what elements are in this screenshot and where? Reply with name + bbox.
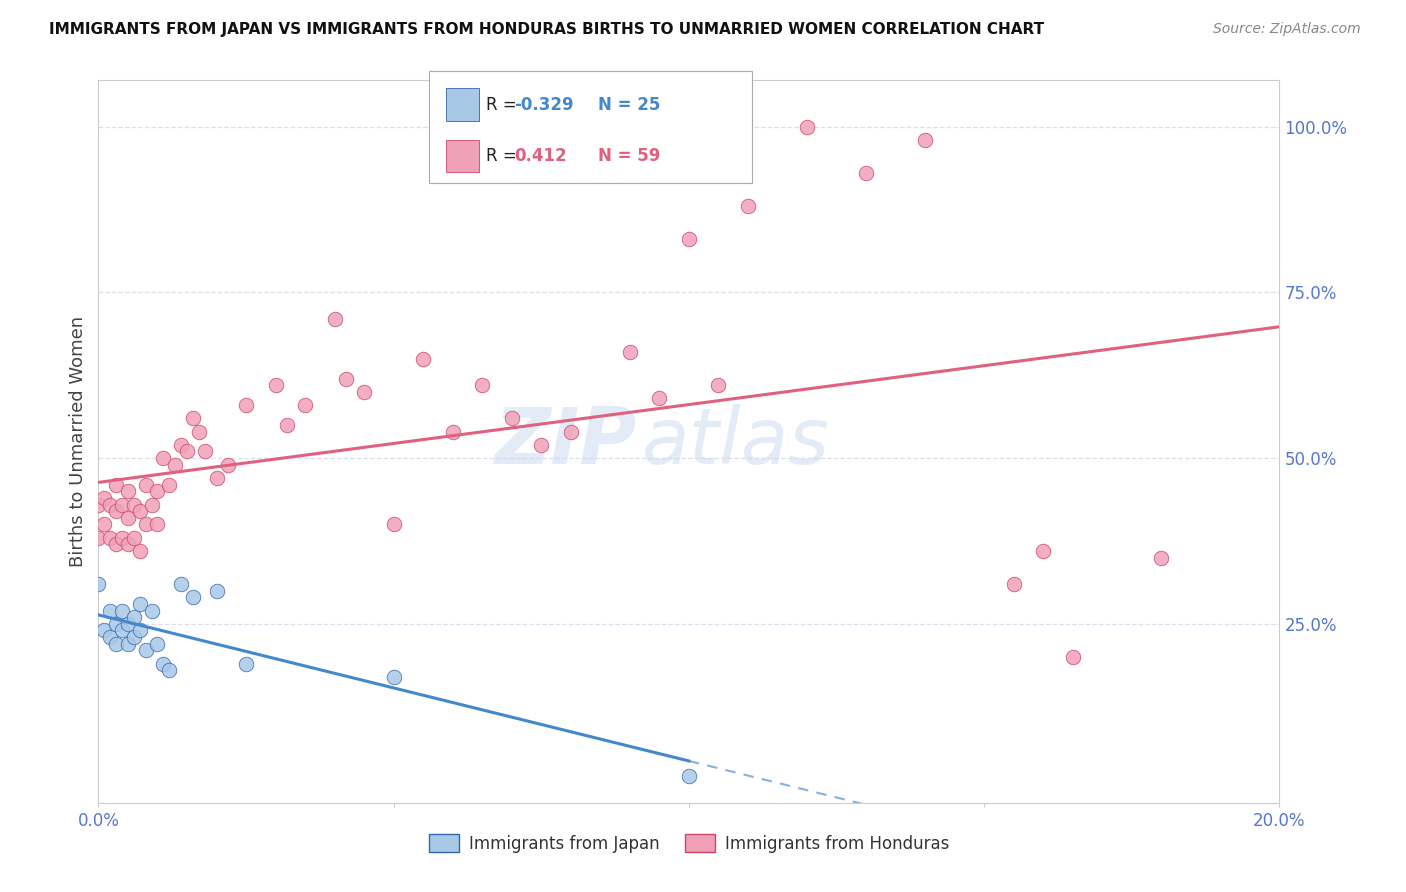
Point [122,610,145,624]
Point [135,517,157,532]
Point [111,624,134,638]
Point [157,477,180,491]
Point [122,531,145,545]
Point [737,199,759,213]
Point [117,616,139,631]
Point [87,577,110,591]
Point [98,498,121,512]
Point [382,670,405,684]
Point [146,637,169,651]
Text: atlas: atlas [641,403,830,480]
Point [412,351,434,366]
Point [87,498,110,512]
Text: 0.412: 0.412 [515,147,567,165]
Point [501,411,523,425]
Point [117,637,139,651]
Point [152,657,174,671]
Point [619,345,641,359]
Point [128,624,150,638]
Point [105,637,128,651]
Text: R =: R = [486,95,523,113]
Point [117,537,139,551]
Point [1032,544,1054,558]
Point [111,603,134,617]
Point [122,630,145,644]
Point [1002,577,1025,591]
Point [146,484,169,499]
Point [165,458,187,472]
Point [353,384,375,399]
Point [205,471,228,485]
Point [141,498,163,512]
Point [194,444,217,458]
Point [187,425,209,439]
Y-axis label: Births to Unmarried Women: Births to Unmarried Women [69,316,87,567]
Point [93,624,115,638]
Point [105,477,128,491]
Point [530,438,553,452]
Point [335,371,357,385]
Point [648,392,671,406]
Point [276,417,298,432]
Point [235,398,257,412]
Point [235,657,257,671]
Point [707,378,730,392]
Point [93,517,115,532]
Text: R =: R = [486,147,527,165]
Point [170,577,193,591]
Point [441,425,464,439]
Point [181,591,204,605]
Point [1062,650,1084,665]
Point [135,643,157,657]
Point [98,630,121,644]
Point [117,510,139,524]
Point [294,398,316,412]
Point [141,603,163,617]
Point [157,663,180,677]
Point [117,484,139,499]
Point [560,425,582,439]
Point [678,232,700,246]
Point [264,378,287,392]
Point [105,616,128,631]
Text: N = 25: N = 25 [598,95,659,113]
Point [111,531,134,545]
Text: -0.329: -0.329 [515,95,574,113]
Point [111,498,134,512]
Point [135,477,157,491]
Point [678,769,700,783]
Point [152,451,174,466]
Point [98,603,121,617]
Point [105,504,128,518]
Point [855,166,877,180]
Point [93,491,115,505]
Point [170,438,193,452]
Point [128,597,150,611]
Text: Source: ZipAtlas.com: Source: ZipAtlas.com [1213,22,1361,37]
Point [128,504,150,518]
Text: IMMIGRANTS FROM JAPAN VS IMMIGRANTS FROM HONDURAS BIRTHS TO UNMARRIED WOMEN CORR: IMMIGRANTS FROM JAPAN VS IMMIGRANTS FROM… [49,22,1045,37]
Text: N = 59: N = 59 [598,147,659,165]
Point [205,583,228,598]
Point [914,133,936,147]
Point [323,312,346,326]
Point [105,537,128,551]
Point [87,531,110,545]
Point [382,517,405,532]
Legend: Immigrants from Japan, Immigrants from Honduras: Immigrants from Japan, Immigrants from H… [422,828,956,860]
Point [181,411,204,425]
Point [176,444,198,458]
Point [122,498,145,512]
Point [128,544,150,558]
Point [1150,550,1173,565]
Point [796,120,818,134]
Point [217,458,239,472]
Point [98,531,121,545]
Text: ZIP: ZIP [494,403,636,480]
Point [146,517,169,532]
Point [471,378,494,392]
